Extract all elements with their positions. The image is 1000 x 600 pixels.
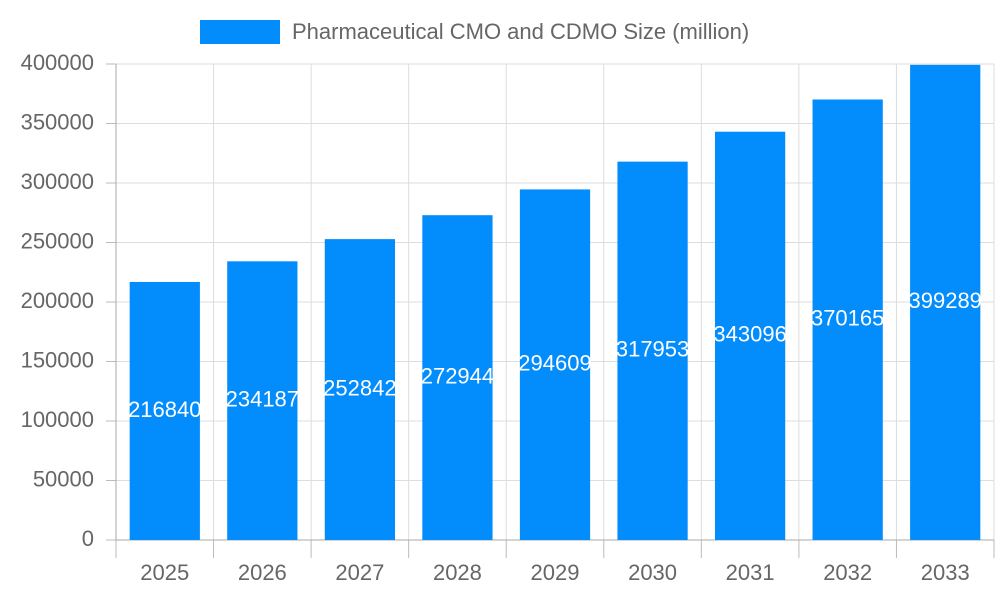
x-tick-label: 2025 xyxy=(140,560,189,585)
data-label: 252842 xyxy=(323,375,396,400)
bar xyxy=(910,64,981,540)
y-tick-label: 400000 xyxy=(21,50,94,75)
bar xyxy=(324,239,396,540)
bar xyxy=(129,281,200,540)
bar xyxy=(422,215,493,540)
data-label: 294609 xyxy=(518,351,591,376)
y-tick-label: 150000 xyxy=(21,347,94,372)
x-tick-label: 2030 xyxy=(628,560,677,585)
y-tick-label: 350000 xyxy=(21,109,94,134)
bar xyxy=(519,189,591,540)
bar xyxy=(617,161,688,540)
x-tick-label: 2033 xyxy=(921,560,970,585)
y-tick-label: 250000 xyxy=(21,228,94,253)
x-tick-label: 2029 xyxy=(531,560,580,585)
y-tick-label: 300000 xyxy=(21,169,94,194)
data-label: 272944 xyxy=(421,363,494,388)
data-label: 317953 xyxy=(616,337,689,362)
x-tick-label: 2031 xyxy=(726,560,775,585)
x-tick-label: 2027 xyxy=(335,560,384,585)
y-tick-label: 50000 xyxy=(33,466,94,491)
bar xyxy=(714,131,786,540)
y-tick-label: 200000 xyxy=(21,288,94,313)
data-label: 343096 xyxy=(713,322,786,347)
bar xyxy=(812,99,883,540)
data-label: 234187 xyxy=(226,386,299,411)
bar xyxy=(227,261,298,540)
data-label: 399289 xyxy=(909,288,982,313)
x-tick-label: 2032 xyxy=(823,560,872,585)
data-label: 216840 xyxy=(128,397,201,422)
data-label: 370165 xyxy=(811,306,884,331)
legend-label: Pharmaceutical CMO and CDMO Size (millio… xyxy=(292,19,749,44)
y-tick-label: 0 xyxy=(82,526,94,551)
x-tick-label: 2026 xyxy=(238,560,287,585)
legend-swatch xyxy=(200,20,280,44)
y-tick-label: 100000 xyxy=(21,407,94,432)
x-tick-label: 2028 xyxy=(433,560,482,585)
